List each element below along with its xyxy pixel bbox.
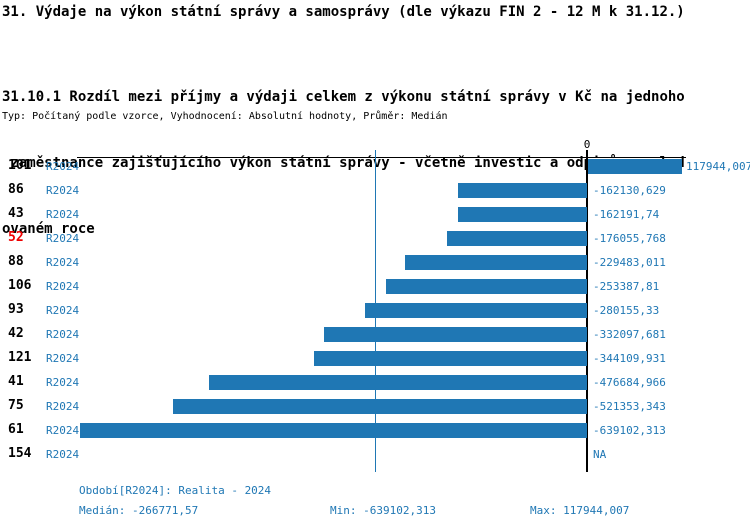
zero-axis-line bbox=[586, 150, 588, 472]
report-subtitle: Typ: Počítaný podle vzorce, Vyhodnocení:… bbox=[2, 111, 448, 122]
report-heading-line: 31.10.1 Rozdíl mezi příjmy a výdaji celk… bbox=[2, 89, 685, 105]
row-category-label: 86 bbox=[8, 182, 24, 197]
row-period-label: R2024 bbox=[46, 208, 80, 221]
bar-value-label: -521353,343 bbox=[593, 400, 666, 413]
bar-value-label: -176055,768 bbox=[593, 232, 666, 245]
row-category-label: 43 bbox=[8, 206, 24, 221]
row-period-label: R2024 bbox=[46, 304, 80, 317]
value-bar bbox=[365, 303, 587, 318]
row-period-label: R2024 bbox=[46, 352, 80, 365]
value-bar bbox=[458, 207, 587, 222]
value-bar bbox=[447, 231, 587, 246]
footer-median: Medián: -266771,57 bbox=[79, 504, 199, 517]
value-bar bbox=[386, 279, 587, 294]
bar-value-label: 117944,007 bbox=[686, 160, 750, 173]
row-category-label: 52 bbox=[8, 230, 24, 245]
chart-top-axis-line bbox=[77, 157, 686, 158]
row-category-label: 121 bbox=[8, 350, 32, 365]
value-bar bbox=[324, 327, 587, 342]
bar-value-label: -253387,81 bbox=[593, 280, 660, 293]
bar-value-label: -280155,33 bbox=[593, 304, 660, 317]
row-category-label: 42 bbox=[8, 326, 24, 341]
bar-value-label: NA bbox=[593, 448, 607, 461]
row-period-label: R2024 bbox=[46, 160, 80, 173]
bar-value-label: -639102,313 bbox=[593, 424, 666, 437]
bar-value-label: -344109,931 bbox=[593, 352, 666, 365]
row-category-label: 41 bbox=[8, 374, 24, 389]
row-period-label: R2024 bbox=[46, 448, 80, 461]
footer-period: Období[R2024]: Realita - 2024 bbox=[79, 484, 272, 497]
footer-min: Min: -639102,313 bbox=[330, 504, 436, 517]
value-bar bbox=[405, 255, 587, 270]
row-period-label: R2024 bbox=[46, 184, 80, 197]
row-period-label: R2024 bbox=[46, 424, 80, 437]
row-period-label: R2024 bbox=[46, 232, 80, 245]
report-title: 31. Výdaje na výkon státní správy a samo… bbox=[2, 4, 685, 20]
report-heading-line: ovaném roce bbox=[2, 221, 95, 237]
row-period-label: R2024 bbox=[46, 256, 80, 269]
value-bar bbox=[314, 351, 587, 366]
bar-value-label: -162191,74 bbox=[593, 208, 660, 221]
report-heading-line: zaměstnance zajišťujícího výkon státní s… bbox=[2, 155, 685, 171]
bar-value-label: -476684,966 bbox=[593, 376, 666, 389]
value-bar bbox=[588, 159, 682, 174]
value-bar bbox=[173, 399, 587, 414]
row-category-label: 101 bbox=[8, 158, 32, 173]
report-heading: 31.10.1 Rozdíl mezi příjmy a výdaji celk… bbox=[2, 42, 685, 284]
bar-value-label: -332097,681 bbox=[593, 328, 666, 341]
value-bar bbox=[209, 375, 587, 390]
row-period-label: R2024 bbox=[46, 280, 80, 293]
zero-tick-label: 0 bbox=[583, 138, 591, 151]
value-bar bbox=[458, 183, 587, 198]
row-category-label: 75 bbox=[8, 398, 24, 413]
row-period-label: R2024 bbox=[46, 376, 80, 389]
row-period-label: R2024 bbox=[46, 328, 80, 341]
footer-max: Max: 117944,007 bbox=[530, 504, 630, 517]
bar-value-label: -229483,011 bbox=[593, 256, 666, 269]
row-category-label: 106 bbox=[8, 278, 32, 293]
value-bar bbox=[80, 423, 587, 438]
row-period-label: R2024 bbox=[46, 400, 80, 413]
row-category-label: 88 bbox=[8, 254, 24, 269]
row-category-label: 61 bbox=[8, 422, 24, 437]
row-category-label: 154 bbox=[8, 446, 32, 461]
bar-value-label: -162130,629 bbox=[593, 184, 666, 197]
row-category-label: 93 bbox=[8, 302, 24, 317]
